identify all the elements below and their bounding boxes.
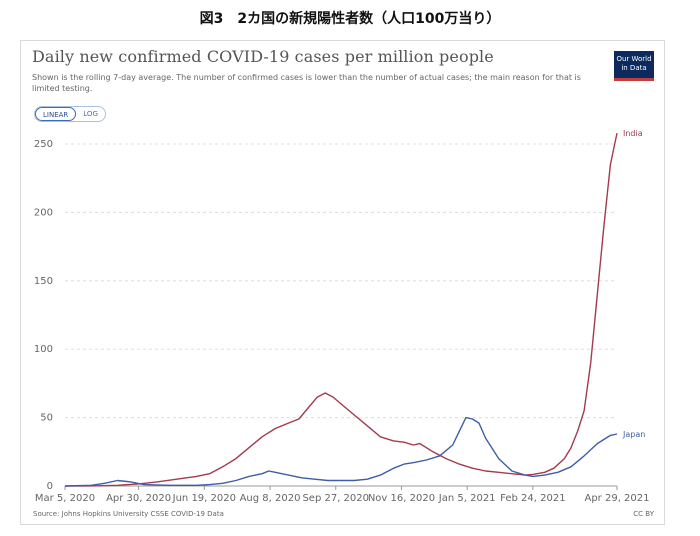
license-link[interactable]: CC BY xyxy=(633,510,654,518)
x-tick-label: Aug 8, 2020 xyxy=(240,493,301,504)
series-layer xyxy=(64,132,618,487)
y-tick-label: 150 xyxy=(34,276,53,287)
owid-logo[interactable]: Our World in Data xyxy=(614,51,654,81)
y-tick-label: 200 xyxy=(34,207,53,218)
x-tick-label: Jan 5, 2021 xyxy=(438,493,496,504)
logo-line-1: Our World xyxy=(616,55,652,63)
y-tick-label: 50 xyxy=(40,413,53,424)
x-tick-label: Jun 19, 2020 xyxy=(172,493,236,504)
linear-scale-button[interactable]: LINEAR xyxy=(35,107,77,121)
x-tick-label: Apr 29, 2021 xyxy=(584,493,649,504)
series-label-japan: Japan xyxy=(622,430,645,439)
x-tick-label: Apr 30, 2020 xyxy=(106,493,171,504)
source-note: Source: Johns Hopkins University CSSE CO… xyxy=(33,510,224,518)
series-label-india: India xyxy=(623,129,643,138)
chart-title: Daily new confirmed COVID-19 cases per m… xyxy=(32,47,494,66)
x-tick-label: Feb 24, 2021 xyxy=(500,493,565,504)
log-scale-button[interactable]: LOG xyxy=(83,110,98,118)
figure-caption: 図3 2カ国の新規陽性者数（人口100万当り） xyxy=(199,11,501,27)
x-tick-label: Nov 16, 2020 xyxy=(368,493,435,504)
scale-toggle: LINEAR LOG xyxy=(34,106,106,122)
x-axis: Mar 5, 2020 Apr 30, 2020 Jun 19, 2020 Aug 8… xyxy=(35,486,650,504)
y-tick-label: 100 xyxy=(34,344,53,355)
series-line-japan[interactable] xyxy=(64,416,618,487)
chart-card: Daily new confirmed COVID-19 cases per m… xyxy=(20,40,665,525)
grid-layer xyxy=(65,143,617,487)
x-tick-label: Mar 5, 2020 xyxy=(35,493,95,504)
y-axis: 0 50 100 150 200 250 xyxy=(34,139,53,492)
series-line-india[interactable] xyxy=(64,132,618,487)
chart-subtitle: Shown is the rolling 7-day average. The … xyxy=(32,73,581,93)
y-tick-label: 0 xyxy=(47,481,53,492)
logo-line-2: in Data xyxy=(621,64,647,72)
x-tick-label: Sep 27, 2020 xyxy=(302,493,369,504)
series-labels: India Japan xyxy=(622,129,645,439)
y-tick-label: 250 xyxy=(34,139,53,150)
